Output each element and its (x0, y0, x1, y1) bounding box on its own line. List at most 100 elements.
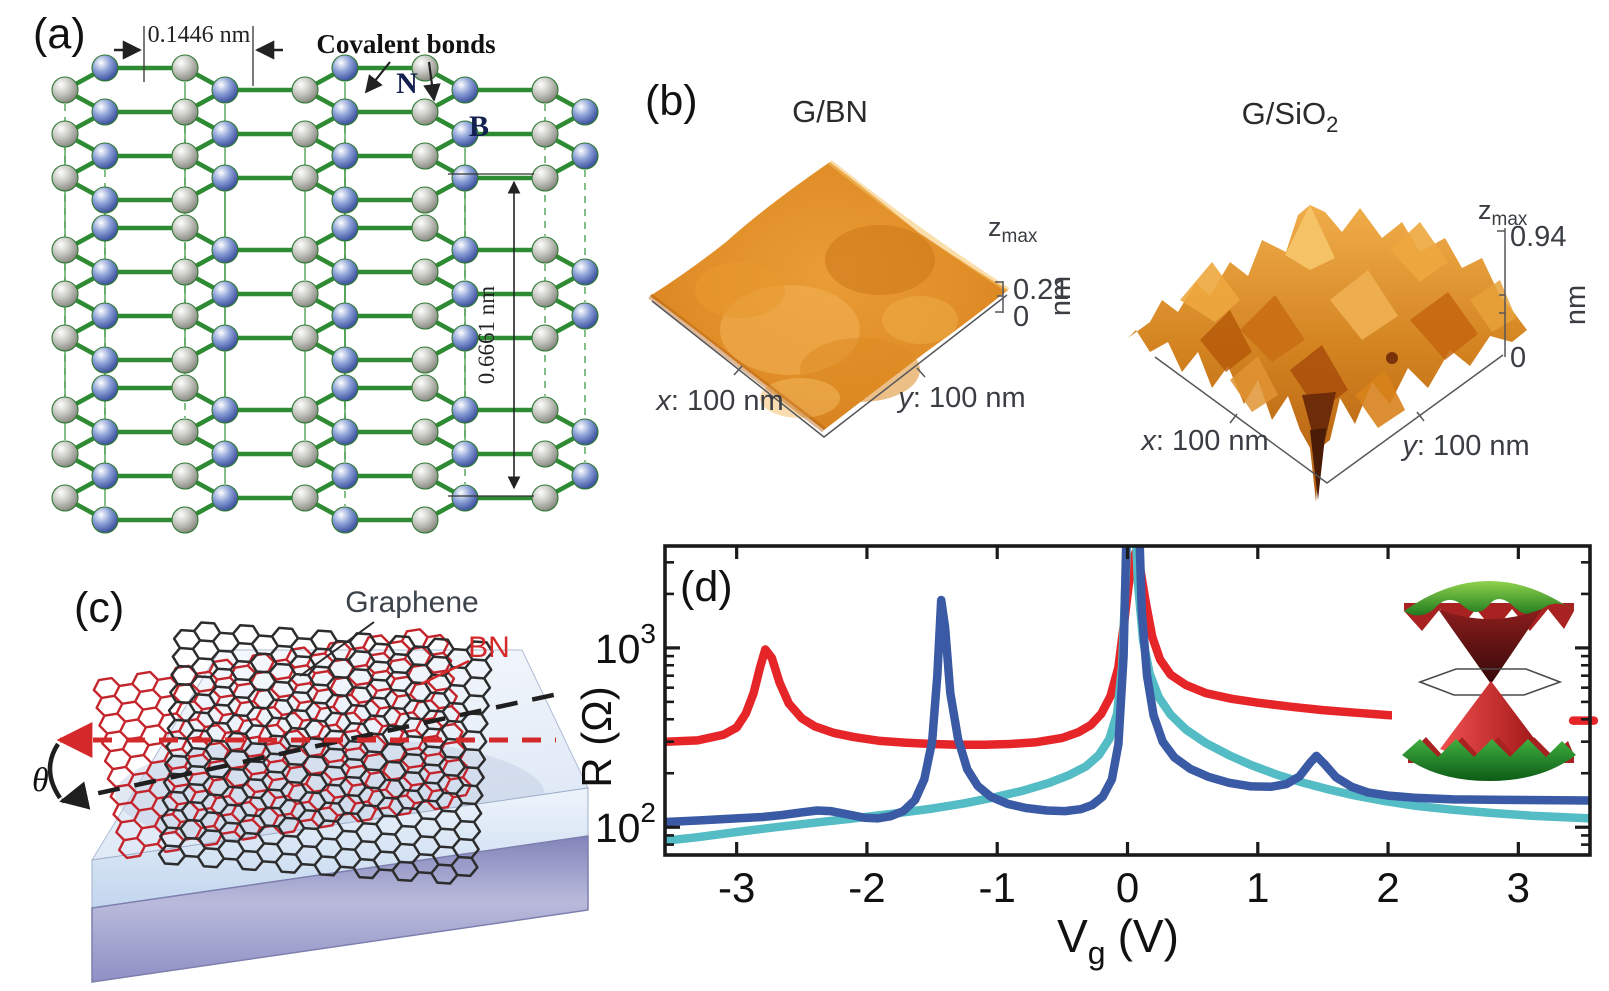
nitrogen-atom (451, 396, 479, 424)
boron-label: B (469, 110, 489, 143)
boron-atom (51, 164, 79, 192)
gbn-x-axis-label: x: 100 nm (654, 385, 783, 417)
curve-blue (665, 546, 1590, 827)
nitrogen-atom (571, 418, 599, 446)
boron-atom (531, 76, 559, 104)
boron-atom (171, 98, 199, 126)
boron-atom (171, 142, 199, 170)
bn-label: BN (468, 631, 510, 664)
nitrogen-atom (91, 98, 119, 126)
boron-atom (411, 418, 439, 446)
twist-angle-arc (47, 742, 62, 800)
hbn-sheet (51, 374, 599, 534)
boron-atom (171, 462, 199, 490)
nitrogen-atom (91, 258, 119, 286)
theta-label: θ (32, 762, 49, 799)
boron-atom (411, 374, 439, 402)
x-tick-label: -3 (718, 864, 755, 911)
gsio2-xy-axes (1154, 354, 1504, 484)
gsio2-z-axis (1497, 228, 1506, 357)
panel-d-letter: (d) (680, 563, 733, 611)
panel-a-letter: (a) (33, 10, 86, 58)
nitrogen-atom (211, 396, 239, 424)
x-tick-label: -1 (979, 864, 1016, 911)
inset-lower-miniband-green (1402, 739, 1576, 781)
boron-atom (171, 214, 199, 242)
boron-atom (291, 440, 319, 468)
nitrogen-atom (211, 164, 239, 192)
inset-lower-dirac-cone (1440, 681, 1542, 759)
boron-atom (411, 506, 439, 534)
nitrogen-atom (91, 418, 119, 446)
layer-spacing-label: 0.6661 nm (474, 286, 499, 385)
y-axis-label: R (Ω) (573, 686, 620, 787)
covalent-bonds-label: Covalent bonds (316, 29, 495, 59)
nitrogen-atom (571, 302, 599, 330)
boron-atom (51, 236, 79, 264)
graphene-label: Graphene (345, 586, 478, 619)
boron-atom (531, 236, 559, 264)
panel-b-afm: (b) G/BN zmax 0.21 0 nm x: 100 nm y: 100 (645, 77, 1592, 502)
nitrogen-atom (331, 258, 359, 286)
boron-atom (291, 396, 319, 424)
gbn-z-axis (995, 281, 1004, 313)
nitrogen-atom (91, 462, 119, 490)
nitrogen-atom (571, 462, 599, 490)
nitrogen-atom (331, 506, 359, 534)
boron-atom (411, 258, 439, 286)
hbn-bonds (62, 65, 588, 203)
boron-atom (291, 484, 319, 512)
boron-atom (291, 280, 319, 308)
boron-atom (531, 484, 559, 512)
graphene-pointer-line (299, 621, 375, 677)
graphene-honeycomb (157, 621, 494, 885)
boron-atom (531, 324, 559, 352)
panel-a-hbn-structure: (a) 0.1446 nm Covalent bonds N B 0.6661 … (33, 10, 599, 534)
boron-atom (171, 346, 199, 374)
boron-atom (171, 506, 199, 534)
inset-brillouin-hexagon (1417, 668, 1563, 696)
nitrogen-atom (211, 76, 239, 104)
boron-atom (411, 462, 439, 490)
nitrogen-atom (331, 98, 359, 126)
nitrogen-atom (91, 302, 119, 330)
nitrogen-atom (331, 142, 359, 170)
nitrogen-atom (571, 98, 599, 126)
gsio2-x-axis-label: x: 100 nm (1139, 425, 1268, 457)
boron-atom (291, 164, 319, 192)
nitrogen-atom (211, 280, 239, 308)
gbn-xy-axes (651, 294, 1008, 438)
boron-atom (291, 120, 319, 148)
gbn-x-tick (733, 365, 743, 376)
inset-upper-miniband-green (1404, 581, 1574, 616)
nitrogen-atom (451, 120, 479, 148)
nitrogen-atom (331, 54, 359, 82)
boron-atom (291, 76, 319, 104)
boron-atom (531, 164, 559, 192)
hbn-bonds (62, 385, 588, 523)
covalent-arrow-2 (423, 61, 441, 102)
boron-atom (51, 484, 79, 512)
gsio2-title: G/SiO2 (1242, 96, 1339, 137)
gbn-zmax-label: zmax (988, 212, 1038, 247)
nitrogen-atom (331, 186, 359, 214)
nitrogen-label: N (396, 67, 418, 100)
nitrogen-atom (451, 440, 479, 468)
panel-b-letter: (b) (645, 77, 698, 125)
curve-cyan (665, 546, 1590, 846)
x-axis-label: Vg (V) (1057, 910, 1179, 971)
boron-atom (51, 120, 79, 148)
gsio2-z-zero: 0 (1510, 342, 1526, 374)
nitrogen-atom (91, 142, 119, 170)
panel-c-twist-schematic: (c) θ Graphene BN (32, 584, 589, 983)
gbn-zmax-value: 0.21 (1013, 274, 1069, 306)
x-tick-label: 0 (1116, 864, 1139, 911)
boron-atom (51, 396, 79, 424)
nitrogen-atom (331, 462, 359, 490)
bn-pointer-line (420, 659, 470, 686)
nitrogen-atom (331, 374, 359, 402)
covalent-arrow-1 (364, 61, 391, 94)
nitrogen-atom (331, 214, 359, 242)
nitrogen-atom (451, 76, 479, 104)
